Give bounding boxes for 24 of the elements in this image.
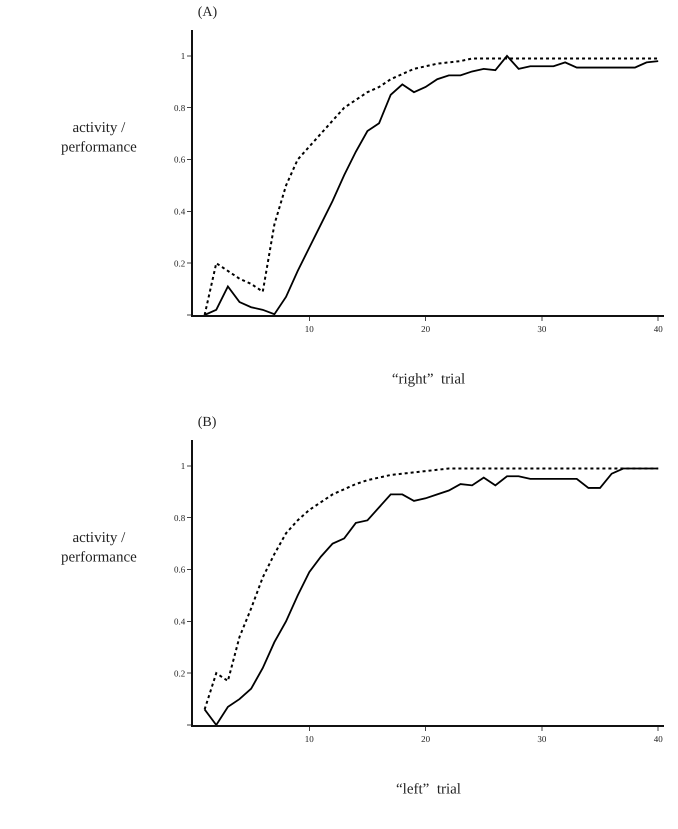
x-tick-label: 20 (421, 324, 431, 334)
x-tick-label: 40 (654, 324, 664, 334)
x-tick-label: 30 (537, 734, 547, 744)
y-tick-label: 0.4 (174, 206, 186, 217)
x-axis-title: “right” trial (392, 371, 466, 388)
y-tick-label: 0.2 (174, 258, 186, 268)
y-tick-label: 0.8 (174, 512, 186, 523)
y-tick-label: 0.6 (174, 154, 186, 165)
x-tick-label: 30 (537, 324, 547, 334)
x-tick-label: 10 (304, 324, 314, 334)
y-tick-label: 0.6 (174, 564, 186, 575)
x-axis-title: “left” trial (396, 781, 461, 798)
x-tick-label: 10 (304, 734, 314, 744)
y-tick-label: 1 (180, 51, 186, 62)
y-tick-label: 0.8 (174, 102, 186, 113)
y-axis-title: activity / performance (61, 530, 138, 566)
y-axis-title: activity / performance (61, 120, 138, 156)
chart-title: (B) (198, 414, 217, 430)
y-tick-label: 0.2 (174, 668, 186, 678)
x-tick-label: 20 (421, 734, 431, 744)
x-tick-label: 40 (654, 734, 664, 744)
y-tick-label: 0.4 (174, 616, 186, 627)
y-tick-label: 1 (180, 461, 186, 472)
chart-title: (A) (198, 4, 218, 20)
